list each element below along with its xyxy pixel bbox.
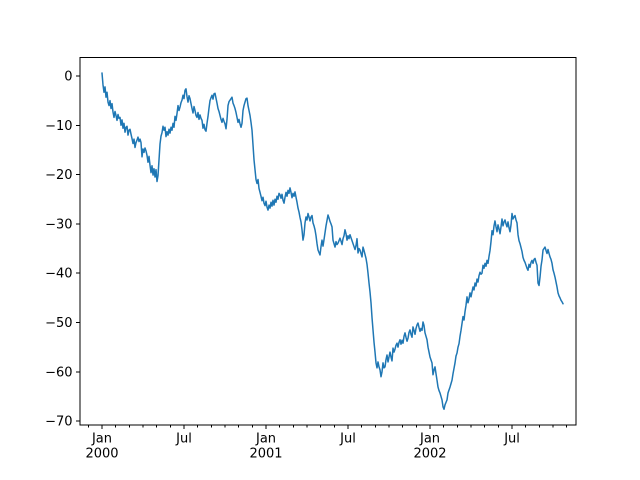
- x-tick-label: Jul: [339, 431, 356, 446]
- x-tick-year-label: 2001: [249, 446, 282, 461]
- y-tick-label: 0: [64, 69, 72, 84]
- y-tick-label: −10: [45, 119, 72, 134]
- axes-spines: [79, 57, 577, 426]
- x-tick-label: Jan: [91, 431, 112, 446]
- data-series-line: [101, 72, 564, 411]
- y-tick-label: −30: [45, 217, 72, 232]
- x-tick-label: Jul: [175, 431, 192, 446]
- y-tick-label: −60: [45, 365, 72, 380]
- y-tick-label: −50: [45, 316, 72, 331]
- y-tick-label: −40: [45, 267, 72, 282]
- x-tick-label: Jul: [503, 431, 520, 446]
- x-tick-year-label: 2000: [85, 446, 118, 461]
- x-tick-label: Jan: [419, 431, 440, 446]
- x-tick-year-label: 2002: [413, 446, 446, 461]
- y-tick-label: −20: [45, 168, 72, 183]
- y-tick-label: −70: [45, 415, 72, 430]
- x-tick-label: Jan: [255, 431, 276, 446]
